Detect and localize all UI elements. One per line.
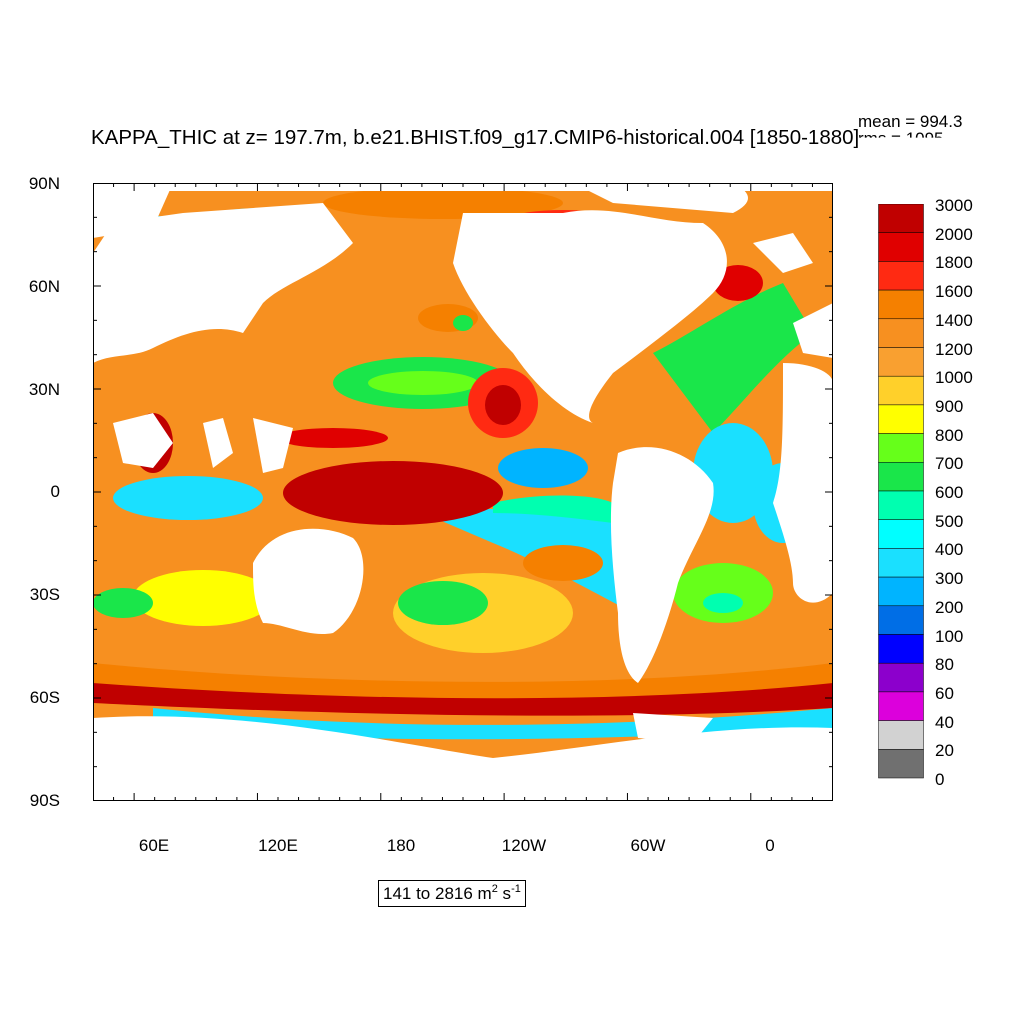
colorbar-label: 80: [935, 655, 954, 675]
colorbar-swatch: [878, 691, 924, 721]
colorbar-label: 60: [935, 683, 954, 703]
colorbar-swatch: [878, 462, 924, 492]
colorbar-swatch: [878, 204, 924, 233]
colorbar-label: 900: [935, 396, 964, 416]
colorbar-swatch: [878, 289, 924, 320]
y-tick-label: 30N: [28, 380, 60, 399]
ocean-diffusivity-map: [93, 183, 833, 801]
colorbar-label: 500: [935, 511, 964, 531]
colorbar-label: 20: [935, 741, 954, 761]
colorbar-swatch: [878, 576, 924, 607]
mean-stat: mean = 994.3: [858, 112, 963, 131]
colorbar-label: 700: [935, 454, 964, 474]
plot-title: KAPPA_THIC at z= 197.7m, b.e21.BHIST.f09…: [91, 126, 860, 149]
colorbar-label: 40: [935, 712, 954, 732]
colorbar-label: 1400: [935, 310, 973, 330]
colorbar-swatch: [878, 404, 924, 434]
colorbar-swatch: [878, 605, 924, 635]
colorbar-label: 600: [935, 483, 964, 502]
y-tick-label: 0: [50, 482, 60, 501]
colorbar-label: 1800: [935, 253, 973, 273]
colorbar-label: 100: [935, 626, 964, 646]
x-tick-label: 120E: [258, 836, 298, 855]
colorbar-label: 200: [935, 597, 964, 617]
y-tick-label: 90N: [28, 174, 60, 193]
data-range-label: 141 to 2816 m2 s-1: [378, 880, 526, 907]
colorbar-label: 1600: [935, 282, 973, 302]
x-tick-label: 120W: [501, 836, 547, 855]
colorbar-swatch: [878, 318, 924, 348]
colorbar-swatch: [878, 490, 924, 520]
colorbar-swatch: [878, 519, 924, 549]
colorbar-label: 300: [935, 569, 964, 589]
x-tick-label: 180: [386, 836, 416, 855]
colorbar-swatch: [878, 720, 924, 750]
y-tick-label: 60S: [29, 688, 60, 707]
colorbar-swatch: [878, 662, 924, 693]
rms-stat: rms = 1095: [858, 129, 944, 148]
colorbar-swatch: [878, 375, 924, 406]
colorbar-swatch: [878, 347, 924, 377]
colorbar-label: 2000: [935, 224, 973, 244]
y-tick-label: 60N: [28, 277, 60, 296]
colorbar-label: 1000: [935, 368, 973, 388]
colorbar: [878, 204, 924, 779]
colorbar-swatch: [878, 634, 924, 664]
x-tick-label: 60W: [630, 836, 666, 855]
colorbar-label: 3000: [935, 196, 973, 215]
x-tick-label: 60E: [138, 836, 170, 855]
colorbar-swatch: [878, 749, 924, 779]
colorbar-swatch: [878, 548, 924, 578]
y-tick-label: 30S: [29, 585, 60, 604]
colorbar-swatch: [878, 261, 924, 291]
colorbar-label: 400: [935, 540, 964, 560]
colorbar-label: 1200: [935, 339, 973, 359]
colorbar-label: 800: [935, 425, 964, 445]
colorbar-swatch: [878, 232, 924, 262]
x-tick-label: 0: [765, 836, 775, 855]
colorbar-swatch: [878, 433, 924, 463]
y-tick-label: 90S: [29, 791, 60, 810]
colorbar-label: 0: [935, 770, 945, 789]
